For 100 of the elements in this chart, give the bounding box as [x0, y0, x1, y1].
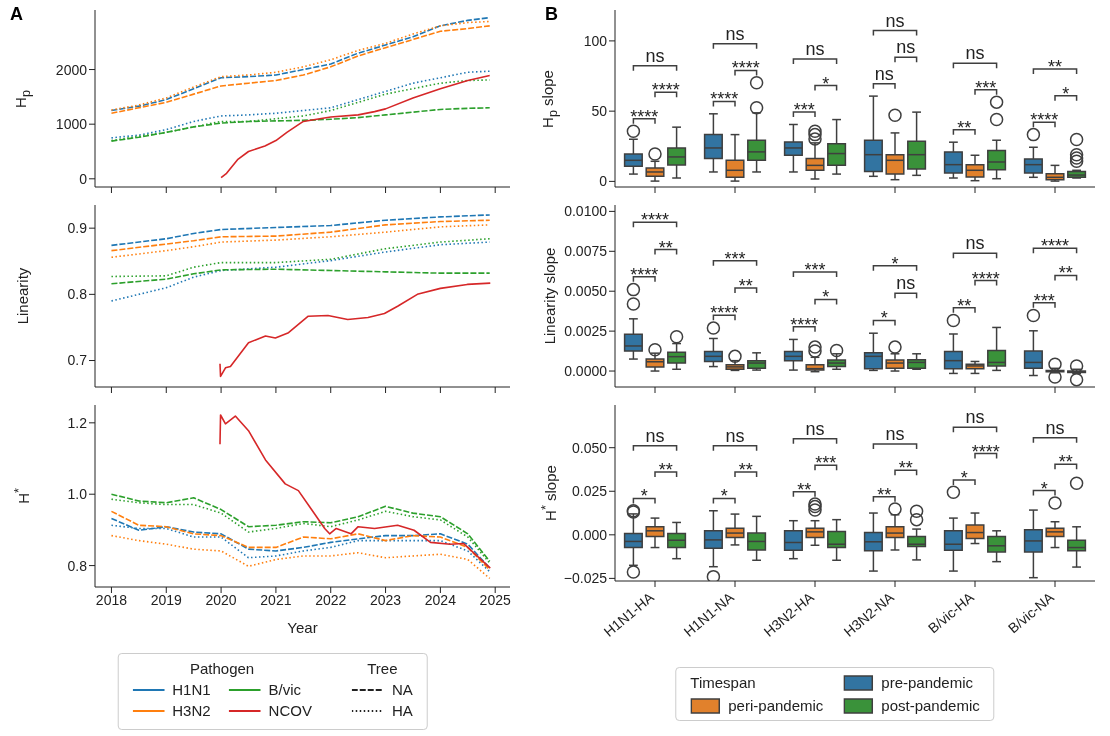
annotation: ns: [805, 418, 825, 439]
chart-title: B: [545, 4, 558, 25]
y-axis-title: Linearity: [13, 267, 31, 325]
annotation: ****: [1030, 110, 1059, 131]
annotation: ns: [805, 39, 825, 59]
annotation: **: [898, 458, 913, 479]
annotation: ****: [710, 89, 739, 110]
annotation: ****: [731, 58, 760, 79]
annotation: **: [738, 460, 753, 481]
annotation: **: [1058, 263, 1073, 284]
y-tick-label: −0.025: [563, 570, 608, 587]
annotation: ***: [724, 248, 746, 269]
annotation: *: [1040, 478, 1048, 499]
annotation: *: [640, 486, 648, 507]
annotation: **: [877, 484, 892, 505]
x-tick-label: 2018: [95, 591, 128, 608]
annotation: ns: [645, 425, 665, 446]
annotation: ***: [975, 77, 997, 98]
annotation: ****: [710, 303, 739, 324]
annotation: ***: [1033, 290, 1055, 311]
y-tick-label: 0.9: [67, 220, 88, 237]
x-tick-label: 2019: [150, 591, 183, 608]
annotation: ns: [874, 63, 894, 84]
chart-title: A: [10, 4, 23, 25]
legend-title: Pathogen: [188, 660, 256, 677]
x-tick-label: 2020: [205, 591, 237, 608]
y-tick-label: 0.050: [571, 439, 608, 456]
annotation: ***: [804, 260, 826, 281]
x-axis-title: Year: [287, 619, 318, 636]
y-tick-label: 0.0025: [564, 323, 608, 340]
annotation: ns: [725, 425, 745, 446]
annotation: ****: [630, 264, 659, 285]
y-tick-label: 2000: [55, 61, 88, 78]
annotation: **: [957, 117, 972, 138]
y-tick-label: 0.0000: [564, 363, 608, 380]
annotation: *: [880, 308, 888, 329]
y-tick-label: 0.8: [67, 557, 88, 574]
annotation: ***: [815, 453, 837, 474]
annotation: **: [797, 479, 812, 500]
legend-label: B/vic: [268, 681, 302, 698]
y-tick-label: 0.8: [67, 286, 88, 303]
y-axis-title: Linearity slope: [540, 247, 558, 345]
annotation: ****: [790, 314, 819, 335]
annotation: ns: [896, 273, 916, 294]
x-tick-label: 2025: [479, 591, 511, 608]
legend-label: H1N1: [172, 681, 211, 698]
x-tick-label: 2022: [315, 591, 347, 608]
annotation: *: [822, 73, 830, 94]
legend-label: pre-pandemic: [881, 674, 974, 691]
annotation: ns: [896, 37, 916, 58]
annotation: ns: [725, 23, 745, 44]
annotation: ***: [793, 100, 815, 121]
annotation: ns: [965, 233, 985, 254]
annotation: **: [658, 237, 673, 258]
y-tick-label: 0.0100: [564, 203, 608, 220]
annotation: ns: [965, 43, 985, 64]
y-tick-label: 1.2: [67, 414, 88, 431]
y-tick-label: 0: [599, 173, 608, 190]
annotation: ns: [645, 45, 665, 66]
legend-label: post-pandemic: [881, 697, 980, 714]
legend-title: Timespan: [690, 674, 757, 691]
annotation: **: [957, 295, 972, 316]
y-tick-label: 50: [591, 103, 608, 120]
annotation: *: [891, 253, 899, 274]
x-tick-label: 2024: [424, 591, 457, 608]
y-tick-label: 0.7: [67, 352, 88, 369]
x-tick-label: 2023: [369, 591, 402, 608]
annotation: **: [1058, 452, 1073, 473]
y-tick-label: 0.0050: [564, 283, 608, 300]
y-tick-label: 0.000: [571, 526, 608, 543]
annotation: *: [1062, 83, 1070, 104]
annotation: ns: [965, 407, 985, 428]
annotation: *: [960, 467, 968, 488]
legend-label: H3N2: [172, 702, 211, 719]
y-tick-label: 1.0: [67, 486, 88, 503]
annotation: ****: [651, 80, 680, 101]
y-tick-label: 0.025: [571, 483, 608, 500]
annotation: ns: [885, 10, 905, 31]
annotation: ns: [885, 423, 905, 444]
y-tick-label: 1000: [55, 116, 88, 133]
x-tick-label: 2021: [260, 591, 292, 608]
annotation: ****: [971, 268, 1000, 289]
y-tick-label: 100: [583, 32, 608, 49]
legend-label: NCOV: [268, 702, 312, 719]
legend-label: peri-pandemic: [728, 697, 824, 714]
annotation: ns: [1045, 417, 1065, 438]
annotation: *: [822, 287, 830, 308]
annotation: *: [720, 486, 728, 507]
text: NA: [391, 681, 413, 698]
annotation: ****: [1040, 236, 1070, 257]
y-tick-label: 0.0075: [564, 243, 608, 260]
text: Tree: [366, 660, 399, 677]
annotation: **: [1047, 57, 1063, 78]
text: HA: [391, 702, 413, 719]
annotation: ****: [971, 441, 1000, 462]
annotation: ****: [630, 106, 659, 127]
y-tick-label: 0: [79, 170, 88, 187]
annotation: **: [658, 460, 673, 481]
annotation: ****: [640, 210, 670, 231]
annotation: **: [738, 276, 753, 297]
